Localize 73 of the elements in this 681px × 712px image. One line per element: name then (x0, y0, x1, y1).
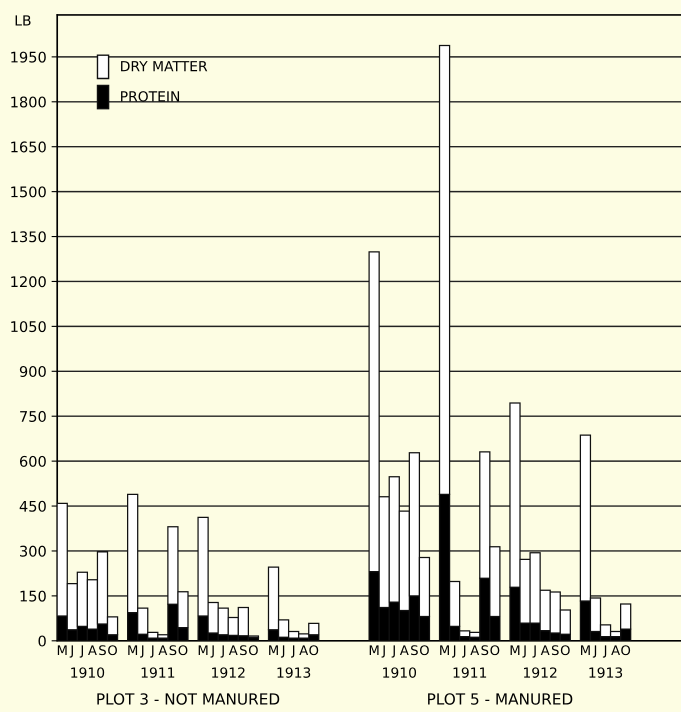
y-tick-label: 1050 (11, 321, 46, 332)
text: 1911 (454, 667, 486, 678)
x-tick-label: A (400, 645, 409, 655)
y-tick-label: 150 (20, 590, 46, 602)
y-tick-label: 900 (20, 366, 46, 378)
x-tick-label: O (309, 645, 318, 656)
x-tick-label: J (462, 645, 466, 658)
text: 1912 (524, 667, 556, 678)
x-tick-label: S (240, 645, 247, 656)
x-tick-label: A (228, 645, 238, 655)
x-tick-label: J (522, 645, 526, 658)
x-tick-label: J (532, 645, 536, 658)
y-tick-label: 1350 (11, 231, 46, 242)
x-tick-label: M (510, 645, 520, 655)
y-axis-title: LB (16, 15, 31, 26)
x-tick-label: J (452, 645, 456, 658)
x-tick-label: J (592, 645, 596, 658)
text: 1913 (277, 667, 310, 678)
text: 1910 (383, 667, 416, 678)
y-tick-label: 750 (20, 410, 46, 422)
x-tick-label: A (158, 645, 168, 655)
x-tick-label: A (299, 645, 308, 655)
x-tick-label: A (540, 645, 550, 655)
x-tick-label: O (420, 645, 429, 656)
x-tick-label: M (581, 645, 590, 655)
x-tick-label: J (382, 645, 385, 658)
y-tick-label: 1650 (11, 141, 46, 152)
x-tick-label: M (198, 645, 208, 655)
y-tick-label: 1950 (11, 52, 46, 63)
text: 1911 (142, 667, 174, 678)
x-tick-label: S (99, 645, 106, 656)
x-tick-label: J (392, 645, 395, 658)
x-tick-label: M (370, 645, 379, 655)
x-tick-label: O (560, 645, 570, 656)
legend-label: DRY MATTER (121, 61, 208, 72)
x-tick-label: M (58, 645, 67, 655)
x-tick-label: S (552, 645, 559, 656)
x-tick-label: O (178, 645, 188, 656)
text: 1912 (212, 667, 245, 678)
x-tick-label: S (170, 645, 176, 656)
text: 1910 (71, 667, 104, 678)
x-tick-label: A (611, 645, 620, 655)
x-tick-label: J (80, 645, 84, 658)
x-tick-label: M (128, 645, 138, 655)
x-tick-label: J (602, 645, 606, 658)
x-tick-label: J (280, 645, 284, 658)
x-tick-label: O (490, 645, 500, 656)
text: PLOT 3 - NOT MANURED (97, 693, 280, 705)
y-tick-label: 1500 (11, 186, 46, 198)
x-tick-label: J (210, 645, 214, 658)
x-tick-label: J (150, 645, 154, 658)
x-tick-label: O (108, 645, 117, 656)
x-tick-label: O (621, 645, 630, 656)
legend-label: PROTEIN (121, 91, 180, 102)
x-tick-label: S (481, 645, 488, 656)
text: PLOT 5 - MANURED (428, 693, 572, 705)
x-tick-label: A (88, 645, 97, 655)
x-tick-label: S (411, 645, 418, 656)
y-tick-label: 0 (38, 636, 46, 647)
y-tick-label: 300 (20, 546, 46, 557)
y-tick-label: 600 (20, 456, 46, 467)
x-tick-label: J (291, 645, 294, 658)
x-tick-label: M (440, 645, 449, 655)
x-tick-label: J (140, 645, 144, 658)
y-tick-label: 1800 (11, 96, 46, 108)
y-tick-label: 450 (20, 500, 46, 512)
x-tick-label: A (470, 645, 480, 655)
x-tick-label: J (70, 645, 73, 658)
x-tick-label: M (269, 645, 278, 655)
text: 1913 (589, 667, 622, 678)
y-tick-label: 1200 (11, 276, 46, 288)
x-tick-label: J (220, 645, 224, 658)
x-tick-label: O (248, 645, 258, 656)
